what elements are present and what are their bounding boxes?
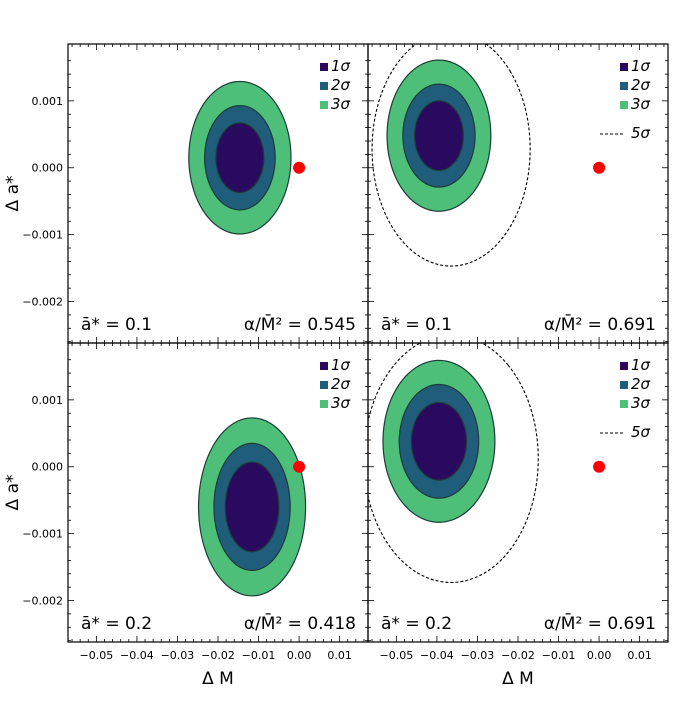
legend-label-1sigma: 1σ — [631, 356, 651, 374]
x-tick-label: −0.04 — [120, 649, 154, 662]
legend-label-2sigma: 2σ — [331, 375, 351, 393]
x-tick-label: −0.05 — [380, 649, 414, 662]
reference-point — [293, 161, 306, 174]
x-tick-label: −0.03 — [461, 649, 495, 662]
y-axis-title: Δ a* — [3, 475, 23, 511]
legend-swatch-2sigma — [320, 82, 328, 90]
contour-1sigma — [410, 401, 468, 481]
annotation-alpha: α/M̄² = 0.691 — [544, 612, 656, 634]
annotation-a-star: ā* = 0.1 — [381, 315, 452, 335]
annotation-a-star: ā* = 0.2 — [81, 614, 152, 634]
annotation-a-star: ā* = 0.1 — [81, 315, 152, 335]
legend-swatch-3sigma — [620, 101, 628, 109]
annotation-a-star: ā* = 0.2 — [381, 614, 452, 634]
x-tick-label: 0.01 — [627, 649, 652, 662]
contours-bottom-left — [197, 417, 307, 597]
legend-label-2sigma: 2σ — [631, 76, 651, 94]
y-tick-label: −0.001 — [22, 229, 63, 242]
annotation-alpha: α/M̄² = 0.418 — [244, 612, 356, 634]
legend-label-3sigma: 3σ — [331, 95, 351, 113]
contour-1sigma — [414, 100, 464, 172]
legend-swatch-1sigma — [620, 362, 628, 370]
reference-point — [293, 460, 306, 473]
annotation-alpha: α/M̄² = 0.691 — [544, 313, 656, 335]
contours-bottom-right — [368, 343, 539, 583]
x-tick-label: −0.02 — [501, 649, 535, 662]
legend-label-2sigma: 2σ — [631, 375, 651, 393]
ticks — [368, 343, 668, 642]
legend-swatch-1sigma — [320, 362, 328, 370]
x-tick-label: −0.03 — [161, 649, 195, 662]
legend-swatch-3sigma — [320, 101, 328, 109]
contour-5sigma — [371, 44, 531, 267]
legend-label-5sigma: 5σ — [631, 124, 651, 142]
y-axis-title: Δ a* — [3, 176, 23, 212]
x-tick-label: −0.04 — [420, 649, 454, 662]
ticks — [368, 44, 668, 343]
legend-label-1sigma: 1σ — [631, 57, 651, 75]
y-tick-label: 0.001 — [32, 95, 64, 108]
x-tick-label: 0.01 — [327, 649, 352, 662]
legend-swatch-1sigma — [320, 63, 328, 71]
x-axis-title: Δ M — [202, 669, 234, 689]
x-tick-label: −0.05 — [80, 649, 114, 662]
legend-label-1sigma: 1σ — [331, 356, 351, 374]
ticks — [68, 343, 368, 642]
y-tick-label: −0.002 — [22, 595, 63, 608]
legend-label-2sigma: 2σ — [331, 76, 351, 94]
x-tick-label: 0.00 — [287, 649, 312, 662]
legend-label-3sigma: 3σ — [631, 95, 651, 113]
contour-1sigma — [224, 461, 280, 553]
reference-point — [593, 460, 606, 473]
x-tick-label: −0.02 — [201, 649, 235, 662]
legend-label-5sigma: 5σ — [631, 423, 651, 441]
x-tick-label: −0.01 — [542, 649, 576, 662]
annotation-alpha: α/M̄² = 0.545 — [244, 313, 356, 335]
legend-swatch-2sigma — [320, 381, 328, 389]
legend-label-1sigma: 1σ — [331, 57, 351, 75]
x-tick-label: −0.01 — [242, 649, 276, 662]
y-tick-label: 0.000 — [32, 162, 64, 175]
contour-1sigma — [215, 122, 265, 194]
legend-swatch-3sigma — [620, 400, 628, 408]
y-tick-label: 0.000 — [32, 461, 64, 474]
legend-swatch-2sigma — [620, 381, 628, 389]
reference-point — [593, 161, 606, 174]
contours-top-right — [371, 44, 531, 267]
legend-swatch-3sigma — [320, 400, 328, 408]
y-tick-label: −0.001 — [22, 528, 63, 541]
legend-label-3sigma: 3σ — [331, 394, 351, 412]
x-axis-title: Δ M — [502, 669, 534, 689]
y-tick-label: 0.001 — [32, 394, 64, 407]
y-tick-label: −0.002 — [22, 296, 63, 309]
legend-label-3sigma: 3σ — [631, 394, 651, 412]
contours-top-left — [188, 80, 292, 235]
legend-swatch-2sigma — [620, 82, 628, 90]
legend-swatch-1sigma — [620, 63, 628, 71]
x-tick-label: 0.00 — [587, 649, 612, 662]
